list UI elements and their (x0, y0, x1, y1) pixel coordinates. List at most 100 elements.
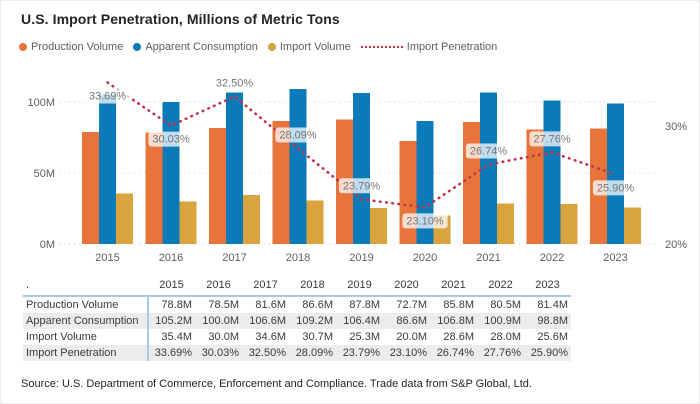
table-cell[interactable]: 86.6M (383, 313, 430, 329)
table-cell[interactable]: 23.10% (383, 345, 430, 361)
table-cell[interactable]: 106.4M (336, 313, 383, 329)
line-data-label: 23.79% (343, 180, 381, 192)
table-cell[interactable]: 100.0M (195, 313, 242, 329)
row-label[interactable]: Production Volume (23, 296, 149, 313)
table-cell[interactable]: 28.09% (289, 345, 336, 361)
bar-production-volume-2015[interactable] (82, 132, 99, 244)
table-cell[interactable]: 105.2M (148, 313, 195, 329)
legend-item-apparent-consumption[interactable]: Apparent Consumption (133, 41, 258, 53)
table-cell[interactable]: 87.8M (349, 299, 380, 311)
table-cell[interactable]: 81.6M (255, 299, 286, 311)
table-cell[interactable]: 100.9M (477, 313, 524, 329)
table-column-header-2018[interactable]: 2018 (289, 275, 336, 297)
table-cell[interactable]: 27.76% (477, 345, 524, 361)
table-cell[interactable]: 78.5M (208, 299, 239, 311)
bar-import-volume-2019[interactable] (370, 208, 387, 244)
table-cell[interactable]: 35.4M (161, 331, 192, 343)
table-corner-cell: . (23, 275, 148, 297)
line-data-label-chip (465, 143, 512, 159)
table-column-header-2016[interactable]: 2016 (195, 275, 242, 297)
table-cell[interactable]: 30.03% (195, 345, 242, 361)
bar-apparent-consumption-2023[interactable] (607, 103, 624, 244)
bar-import-volume-2022[interactable] (560, 204, 578, 244)
bar-production-volume-2016[interactable] (145, 132, 163, 244)
table-cell[interactable]: 32.50% (242, 345, 289, 361)
row-label[interactable]: Apparent Consumption (23, 313, 149, 329)
table-cell[interactable]: 28.0M (490, 331, 521, 343)
table-row-apparent-consumption: Apparent Consumption 105.2M 100.0M 106.6M 10… (23, 313, 571, 329)
bar-production-volume-2017[interactable] (209, 128, 226, 244)
table-cell[interactable]: 28.6M (443, 331, 474, 343)
y-axis-secondary-tick: 30% (665, 121, 687, 133)
bar-apparent-consumption-2018[interactable] (289, 88, 307, 244)
table-cell[interactable]: 23.79% (336, 345, 383, 361)
legend-item-production-volume[interactable]: Production Volume (19, 41, 123, 53)
table-cell[interactable]: 85.8M (443, 299, 474, 311)
table-cell[interactable]: 26.74% (430, 345, 477, 361)
legend-dot-icon (267, 43, 276, 51)
table-cell[interactable]: 80.5M (490, 299, 521, 311)
bar-import-volume-2023[interactable] (624, 207, 641, 244)
table-column-header-2021[interactable]: 2021 (430, 275, 477, 297)
table-column-header-2020[interactable]: 2020 (383, 275, 430, 297)
bar-apparent-consumption-2020[interactable] (416, 121, 434, 244)
table-cell[interactable]: 30.7M (302, 331, 333, 343)
table-cell[interactable]: 81.4M (537, 299, 568, 311)
table-cell[interactable]: 86.6M (302, 299, 333, 311)
x-axis-tick: 2020 (413, 252, 437, 264)
x-axis-tick: 2018 (286, 252, 310, 264)
bar-import-volume-2017[interactable] (243, 194, 260, 244)
x-axis-tick: 2021 (476, 252, 500, 264)
line-data-label: 32.50% (216, 78, 254, 90)
line-data-label: 23.10% (406, 215, 444, 227)
table-cell[interactable]: 34.6M (255, 331, 286, 343)
bar-import-volume-2018[interactable] (306, 200, 324, 244)
table-cell[interactable]: 98.8M (524, 313, 571, 329)
combo-chart-canvas[interactable]: 33.69% 30.03% 32.50% 28.09% 23.79% 23.10% 26.7… (1, 1, 700, 271)
x-axis-tick: 2022 (540, 252, 564, 264)
line-data-label-chip (529, 131, 575, 147)
table-cell[interactable]: 72.7M (396, 299, 427, 311)
bar-production-volume-2018[interactable] (272, 121, 290, 244)
bar-production-volume-2022[interactable] (526, 129, 544, 244)
legend-item-import-penetration[interactable]: Import Penetration (360, 41, 497, 53)
table-cell[interactable]: 106.8M (430, 313, 477, 329)
row-label[interactable]: Import Penetration (23, 345, 149, 361)
y-axis-primary-tick: 50M (34, 168, 55, 180)
bar-apparent-consumption-2016[interactable] (162, 102, 180, 244)
table-column-header-2015[interactable]: 2015 (148, 275, 195, 297)
bar-import-volume-2021[interactable] (497, 203, 514, 244)
table-cell[interactable]: 106.6M (242, 313, 289, 329)
bar-import-volume-2015[interactable] (116, 193, 133, 244)
table-cell[interactable]: 25.6M (537, 331, 568, 343)
table-column-header-2017[interactable]: 2017 (242, 275, 289, 297)
bar-apparent-consumption-2022[interactable] (543, 100, 561, 244)
table-column-header-2023[interactable]: 2023 (524, 275, 571, 297)
bar-apparent-consumption-2019[interactable] (353, 92, 370, 244)
table-cell[interactable]: 109.2M (289, 313, 336, 329)
table-cell[interactable]: 25.90% (524, 345, 571, 361)
import-penetration-line[interactable] (106, 81, 617, 209)
table-cell[interactable]: 20.0M (396, 331, 427, 343)
table-column-header-2019[interactable]: 2019 (336, 275, 383, 297)
line-data-label: 30.03% (152, 134, 190, 146)
table-column-header-2022[interactable]: 2022 (477, 275, 524, 297)
x-axis-tick: 2019 (349, 252, 373, 264)
legend-label: Production Volume (31, 41, 124, 53)
legend-label: Import Volume (279, 41, 351, 53)
bar-import-volume-2016[interactable] (179, 201, 197, 244)
row-label[interactable]: Import Volume (23, 329, 149, 345)
table-cell[interactable]: 25.3M (349, 331, 380, 343)
legend-item-import-volume[interactable]: Import Volume (267, 41, 351, 53)
bar-production-volume-2020[interactable] (399, 140, 417, 244)
bar-apparent-consumption-2017[interactable] (226, 92, 243, 245)
bar-apparent-consumption-2021[interactable] (480, 92, 497, 245)
legend-dot-icon (19, 43, 27, 51)
table-row-production-volume: Production Volume 78.8M 78.5M 81.6M 86.6M 87.… (23, 296, 571, 313)
table-cell[interactable]: 33.69% (148, 345, 195, 361)
table-cell[interactable]: 30.0M (208, 331, 239, 343)
table-cell[interactable]: 78.8M (161, 299, 192, 311)
bar-production-volume-2021[interactable] (463, 122, 480, 244)
y-axis-secondary-tick: 20% (665, 239, 687, 251)
bar-apparent-consumption-2015[interactable] (99, 94, 116, 244)
